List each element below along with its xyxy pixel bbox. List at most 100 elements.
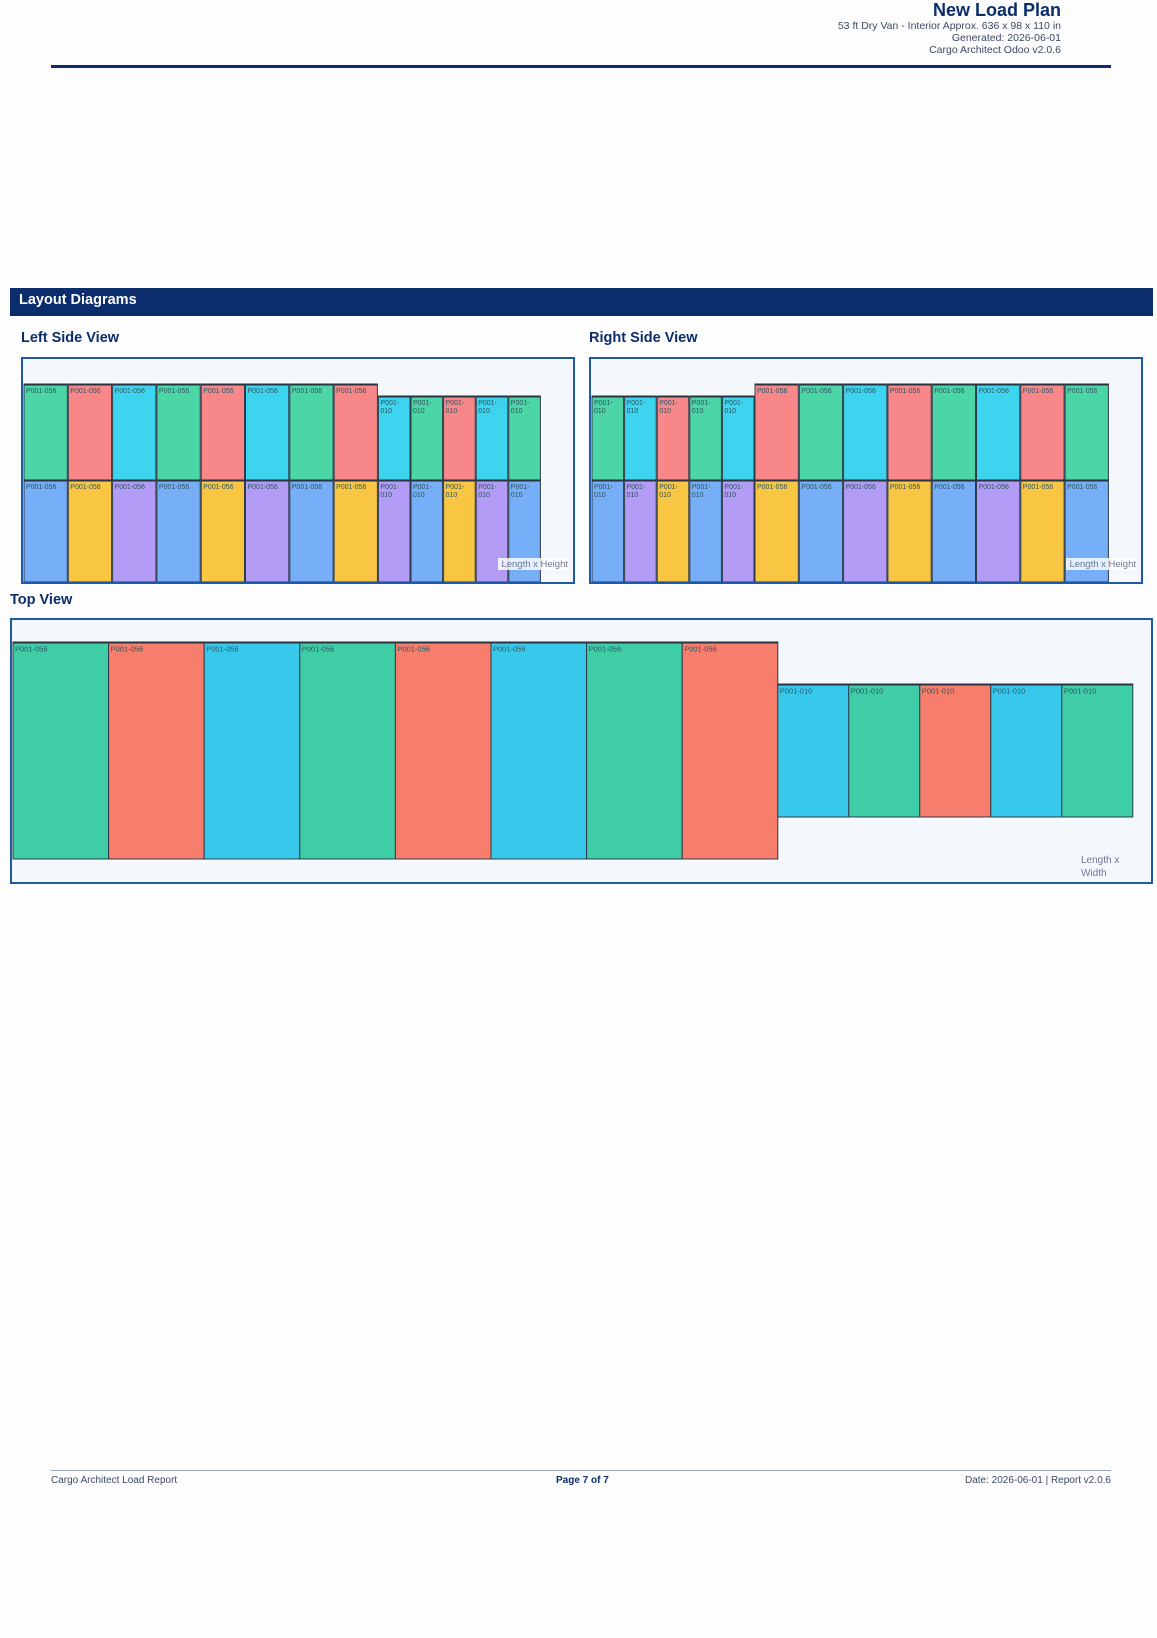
top-view-box-rect — [12, 641, 110, 860]
top-view-box-rect — [299, 641, 396, 860]
top-view-box: P001-056 — [299, 641, 396, 860]
right-bottom-box-label: P001-010 — [594, 484, 613, 499]
right-bottom-box-rect — [656, 479, 690, 582]
left-top-box-label: P001-056 — [336, 388, 366, 395]
right-bottom-box-rect — [931, 479, 977, 582]
right-top-box-label: P001-010 — [724, 400, 743, 415]
right-top-box-rect — [931, 383, 977, 481]
right-top-box-rect — [976, 383, 1021, 481]
left-axis-label-bg — [498, 558, 568, 570]
right-bottom-box-label: P001-056 — [757, 484, 787, 491]
top-view-svg: P001-056 P001-056 P001-056 P001-056 P001-056… — [12, 641, 1134, 879]
right-top-box-label: P001-056 — [934, 388, 964, 395]
left-top-box: P001-010 — [475, 395, 509, 481]
left-top-box: P001-056 — [289, 383, 334, 481]
right-bottom-box-rect — [754, 479, 799, 582]
report-header: New Load Plan 53 ft Dry Van - Interior A… — [838, 0, 1061, 56]
right-bottom-box: P001-056 — [798, 479, 844, 582]
top-axis-label-2: Width — [1081, 868, 1107, 879]
right-top-box: P001-010 — [624, 395, 657, 481]
top-view-box: P001-056 — [108, 641, 205, 860]
left-top-box-label: P001-056 — [159, 388, 189, 395]
left-top-box-label: P001-010 — [413, 400, 432, 415]
right-bottom-box: P001-010 — [591, 479, 625, 582]
top-view-box: P001-056 — [586, 641, 683, 860]
right-bottom-box-label: P001-010 — [627, 484, 646, 499]
right-top-box-rect — [721, 395, 755, 481]
left-bottom-box: P001-056 — [289, 479, 334, 582]
left-bottom-box: P001-056 — [23, 479, 68, 582]
left-bottom-box-rect — [333, 479, 378, 582]
top-view-box-rect — [394, 641, 492, 860]
left-side-view-diagram: P001-056 P001-056 P001-056 P001-056 P001-056… — [21, 357, 575, 584]
left-top-box: P001-056 — [156, 383, 201, 481]
right-bottom-box-label: P001-056 — [846, 484, 876, 491]
right-top-box: P001-056 — [754, 383, 799, 481]
left-bottom-box-label: P001-056 — [203, 484, 233, 491]
right-bottom-box: P001-010 — [689, 479, 722, 582]
right-bottom-box-label: P001-056 — [890, 484, 920, 491]
right-top-box-rect — [754, 383, 799, 481]
right-top-box-label: P001-010 — [594, 400, 613, 415]
left-bottom-box-label: P001-010 — [478, 484, 497, 499]
right-top-box-rect — [798, 383, 844, 481]
right-bottom-box-rect — [843, 479, 888, 582]
left-top-box-label: P001-056 — [203, 388, 233, 395]
left-bottom-box: P001-056 — [112, 479, 157, 582]
right-top-box: P001-010 — [689, 395, 722, 481]
top-view-box-label: P001-056 — [206, 645, 239, 654]
left-top-box: P001-056 — [333, 383, 378, 481]
top-view-box-label: P001-056 — [493, 645, 526, 654]
left-bottom-box-label: P001-056 — [115, 484, 145, 491]
left-bottom-box-rect — [377, 479, 411, 582]
left-view-title: Left Side View — [21, 330, 120, 346]
top-view-box-rect — [848, 683, 921, 818]
header-divider — [51, 65, 1111, 68]
right-bottom-box: P001-056 — [976, 479, 1021, 582]
right-top-box: P001-010 — [656, 395, 690, 481]
left-bottom-box: P001-010 — [443, 479, 476, 582]
right-top-box-label: P001-056 — [757, 388, 787, 395]
top-view-box-rect — [990, 683, 1063, 818]
left-axis-label: Length x Height — [501, 559, 568, 570]
left-side-svg: P001-056 P001-056 P001-056 P001-056 P001-056… — [23, 383, 568, 582]
left-top-box: P001-056 — [67, 383, 113, 481]
left-bottom-box-label: P001-056 — [292, 484, 322, 491]
left-top-box-label: P001-010 — [446, 400, 465, 415]
footer-right: Date: 2026-06-01 | Report v2.0.6 — [964, 1475, 1111, 1486]
left-top-box-rect — [475, 395, 509, 481]
right-bottom-box-rect — [1020, 479, 1065, 582]
right-bottom-box-label: P001-010 — [692, 484, 711, 499]
left-top-box: P001-056 — [23, 383, 68, 481]
right-top-box: P001-056 — [843, 383, 888, 481]
right-top-box: P001-010 — [591, 395, 625, 481]
app-version: Cargo Architect Odoo v2.0.6 — [929, 44, 1061, 56]
left-top-box-label: P001-056 — [70, 388, 100, 395]
right-bottom-box: P001-056 — [931, 479, 977, 582]
left-top-box: P001-056 — [200, 383, 245, 481]
right-top-box: P001-056 — [1064, 383, 1109, 481]
right-axis-label: Length x Height — [1069, 559, 1136, 570]
left-bottom-box-rect — [23, 479, 68, 582]
top-view-box-label: P001-056 — [589, 645, 622, 654]
right-side-svg: P001-010 P001-010 P001-010 P001-010 P001-010… — [591, 383, 1136, 582]
left-top-box: P001-010 — [443, 395, 476, 481]
left-bottom-box-rect — [443, 479, 476, 582]
right-side-view-diagram: P001-010 P001-010 P001-010 P001-010 P001-010… — [589, 357, 1143, 584]
top-view-box: P001-010 — [990, 683, 1063, 818]
left-top-box-rect — [289, 383, 334, 481]
left-top-box-label: P001-056 — [248, 388, 278, 395]
right-top-box-rect — [591, 395, 625, 481]
right-top-box: P001-056 — [976, 383, 1021, 481]
left-top-box-rect — [508, 395, 541, 481]
left-top-box-rect — [200, 383, 245, 481]
left-bottom-box-rect — [112, 479, 157, 582]
left-bottom-box-label: P001-056 — [70, 484, 100, 491]
left-bottom-box: P001-010 — [377, 479, 411, 582]
left-top-box: P001-056 — [112, 383, 157, 481]
left-bottom-box: P001-056 — [333, 479, 378, 582]
left-bottom-box-label: P001-010 — [446, 484, 465, 499]
right-bottom-box-rect — [624, 479, 657, 582]
right-top-box-label: P001-010 — [692, 400, 711, 415]
right-bottom-box: P001-056 — [1020, 479, 1065, 582]
